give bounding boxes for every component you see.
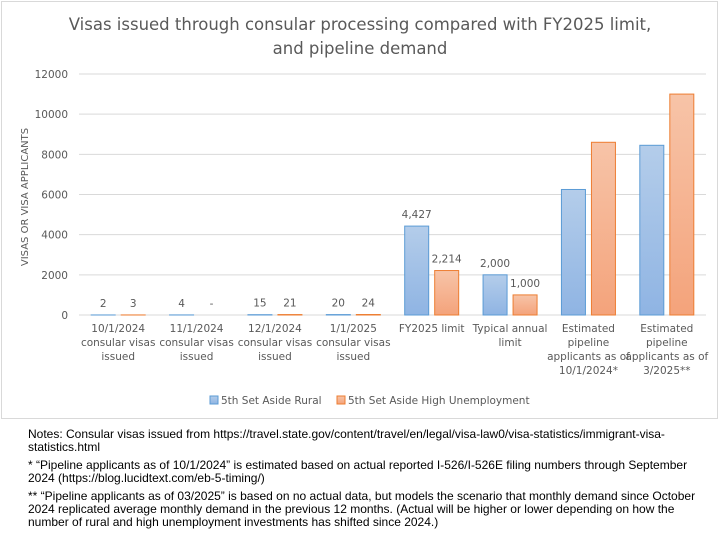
data-label: 1,000 bbox=[510, 278, 540, 290]
note-pipeline-2024: * “Pipeline applicants as of 10/1/2024” … bbox=[28, 458, 688, 485]
data-label: 4,427 bbox=[402, 209, 432, 221]
y-tick-label: 6000 bbox=[41, 190, 68, 202]
y-tick-label: 12000 bbox=[35, 69, 68, 81]
note-source: Notes: Consular visas issued from https:… bbox=[28, 427, 665, 454]
bar-high-unemployment bbox=[434, 270, 460, 316]
x-category-label: 10/1/2024 consular visas issued bbox=[81, 323, 156, 363]
y-tick-label: 10000 bbox=[35, 109, 68, 121]
bar-high-unemployment bbox=[512, 294, 538, 316]
legend-item: 5th Set Aside High Unemployment bbox=[336, 395, 530, 407]
x-category-label: Estimated pipeline applicants as of 3/2025*… bbox=[625, 323, 708, 377]
data-label: 20 bbox=[332, 298, 345, 310]
data-label: - bbox=[210, 298, 214, 310]
legend: 5th Set Aside Rural 5th Set Aside High Un… bbox=[209, 395, 530, 407]
bar-rural bbox=[639, 144, 665, 316]
data-label: 24 bbox=[362, 298, 376, 310]
chart-title: Visas issued through consular processing… bbox=[69, 15, 652, 58]
bars bbox=[90, 93, 695, 316]
x-category-label: 11/1/2024 consular visas issued bbox=[159, 323, 234, 363]
data-label: 21 bbox=[283, 298, 296, 310]
chart-title-line-2: and pipeline demand bbox=[273, 39, 448, 58]
y-tick-label: 0 bbox=[61, 310, 68, 322]
y-axis-title: VISAS OR VISA APPLICANTS bbox=[20, 128, 31, 266]
bar-high-unemployment bbox=[669, 93, 695, 316]
x-category-label: 12/1/2024 consular visas issued bbox=[238, 323, 313, 363]
legend-item: 5th Set Aside Rural bbox=[209, 395, 322, 407]
bar-rural bbox=[482, 274, 508, 316]
y-tick-label: 2000 bbox=[41, 270, 68, 282]
chart-notes: Notes: Consular visas issued from https:… bbox=[28, 428, 708, 534]
y-axis-ticks: 0 2000 4000 6000 8000 10000 12000 bbox=[35, 69, 68, 322]
bar-rural bbox=[560, 188, 586, 316]
x-category-label: Estimated pipeline applicants as of 10/1/20… bbox=[547, 323, 630, 377]
y-tick-label: 4000 bbox=[41, 230, 68, 242]
bar-rural bbox=[404, 225, 430, 316]
data-label: 15 bbox=[253, 298, 266, 310]
y-tick-label: 8000 bbox=[41, 149, 68, 161]
data-label: 2,214 bbox=[432, 254, 462, 266]
legend-swatch bbox=[336, 395, 346, 405]
data-label: 2,000 bbox=[480, 258, 510, 270]
bar-chart: Visas issued through consular processing… bbox=[20, 15, 709, 407]
legend-label: 5th Set Aside High Unemployment bbox=[348, 395, 530, 407]
legend-swatch bbox=[209, 395, 219, 405]
gridlines bbox=[79, 73, 706, 316]
note-pipeline-2025: ** “Pipeline applicants as of 03/2025” i… bbox=[28, 489, 696, 529]
bar-high-unemployment bbox=[590, 141, 616, 316]
x-category-label: 1/1/2025 consular visas issued bbox=[316, 323, 391, 363]
x-category-label: Typical annual limit bbox=[472, 323, 548, 349]
chart-area: Visas issued through consular processing… bbox=[1, 1, 718, 419]
chart-title-line-1: Visas issued through consular processing… bbox=[69, 15, 652, 34]
data-label: 4 bbox=[178, 298, 185, 310]
data-label: 2 bbox=[100, 298, 107, 310]
data-label: 3 bbox=[130, 298, 137, 310]
legend-label: 5th Set Aside Rural bbox=[221, 395, 322, 407]
x-category-label: FY2025 limit bbox=[399, 323, 465, 335]
